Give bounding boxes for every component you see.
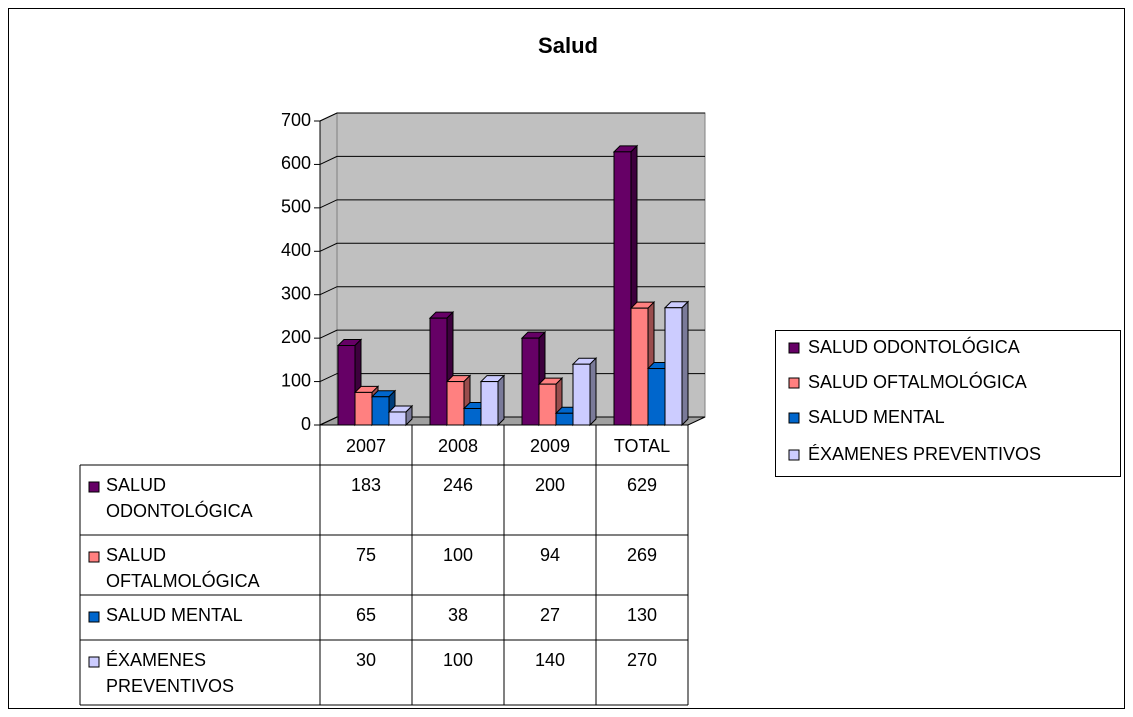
column-header: 2007 [345, 436, 387, 456]
table-value: 130 [626, 605, 658, 625]
bar [371, 396, 390, 426]
table-key [88, 551, 100, 563]
bar [446, 381, 465, 426]
legend-box [775, 330, 1121, 477]
bar [555, 412, 574, 426]
table-value: 269 [626, 545, 658, 565]
grid-line [319, 155, 705, 165]
bar-side [497, 374, 505, 427]
table-key [88, 656, 100, 668]
table-value: 629 [626, 475, 658, 495]
legend-key [788, 449, 800, 461]
column-header: 2008 [437, 436, 479, 456]
bar [480, 381, 499, 426]
y-tick-label: 700 [281, 110, 311, 130]
bar [538, 383, 557, 426]
table-value: 246 [442, 475, 474, 495]
legend-label: ÉXAMENES PREVENTIVOS [808, 444, 1041, 464]
column-header: TOTAL [613, 436, 671, 456]
grid-line [319, 242, 705, 252]
column-header: 2009 [529, 436, 571, 456]
row-header: SALUD ODONTOLÓGICA [106, 475, 253, 521]
legend-key [788, 377, 800, 389]
chart-title: Salud [538, 33, 598, 58]
table-value: 65 [355, 605, 377, 625]
bar [463, 407, 482, 426]
table-value: 75 [355, 545, 377, 565]
table-value: 38 [447, 605, 469, 625]
table-value: 140 [534, 650, 566, 670]
grid-line [319, 286, 705, 296]
legend-label: SALUD OFTALMOLÓGICA [808, 371, 1027, 392]
bar [354, 391, 373, 426]
table-value: 27 [539, 605, 561, 625]
bar [388, 411, 407, 426]
table-value: 30 [355, 650, 377, 670]
table-key [88, 611, 100, 623]
table-key [88, 481, 100, 493]
bar-side [589, 356, 597, 427]
bar [664, 307, 683, 426]
legend-label: SALUD ODONTOLÓGICA [808, 336, 1020, 357]
y-tick-label: 500 [281, 197, 311, 217]
table-value: 183 [350, 475, 382, 495]
bar [337, 345, 356, 426]
y-tick-label: 100 [281, 370, 311, 390]
y-tick-label: 600 [281, 153, 311, 173]
table-value: 100 [442, 650, 474, 670]
y-tick-label: 400 [281, 240, 311, 260]
grid-line [319, 199, 705, 209]
y-tick-label: 0 [301, 414, 311, 434]
grid-line [319, 329, 705, 339]
table-value: 100 [442, 545, 474, 565]
legend-key [788, 342, 800, 354]
y-tick-label: 300 [281, 283, 311, 303]
table-value: 94 [539, 545, 561, 565]
row-header: SALUD OFTALMOLÓGICA [106, 545, 260, 591]
bar [429, 317, 448, 426]
row-header: SALUD MENTAL [106, 605, 243, 625]
row-header: ÉXAMENES PREVENTIVOS [106, 650, 235, 696]
bar [572, 363, 591, 426]
bar-side [681, 300, 689, 427]
table-value: 270 [626, 650, 658, 670]
side-wall [319, 112, 338, 426]
y-tick-label: 200 [281, 327, 311, 347]
grid-line [319, 112, 705, 122]
legend-key [788, 412, 800, 424]
bar [521, 337, 540, 426]
bar [647, 368, 666, 426]
bar [630, 307, 649, 426]
bar [613, 151, 632, 426]
legend-label: SALUD MENTAL [808, 407, 945, 427]
table-value: 200 [534, 475, 566, 495]
